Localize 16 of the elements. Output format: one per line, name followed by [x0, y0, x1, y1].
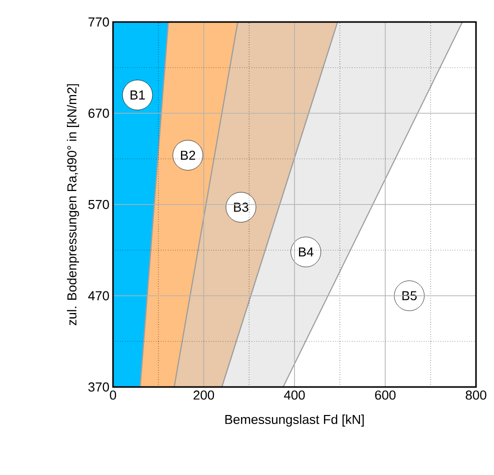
- x-tick-label: 0: [110, 390, 116, 400]
- y-tick-label: 670: [88, 108, 109, 118]
- annotation: B3: [234, 202, 248, 212]
- annotation: B1: [130, 90, 145, 100]
- y-tick-label: 770: [88, 17, 109, 27]
- x-tick-label: 400: [284, 390, 305, 400]
- y-tick-label: 570: [88, 200, 109, 210]
- x-tick-label: 600: [375, 390, 396, 400]
- y-axis-title: zul. Bodenpressungen Ra,d90° in [kN/m2]: [66, 84, 80, 326]
- x-tick-label: 800: [466, 390, 486, 400]
- annotation: B4: [298, 248, 314, 256]
- y-tick-label: 370: [88, 382, 109, 392]
- y-tick-label: 470: [88, 291, 109, 300]
- x-axis-title: Bemessungslast Fd [kN]: [225, 414, 364, 427]
- annotation: B2: [181, 150, 196, 160]
- x-tick-label: 200: [194, 390, 214, 400]
